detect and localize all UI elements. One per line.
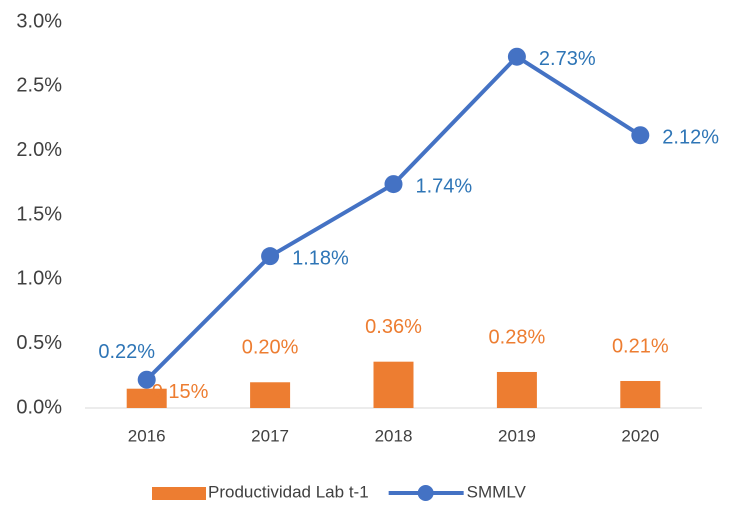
data-label: 0.28%: [489, 326, 546, 348]
legend-label: SMMLV: [467, 482, 527, 501]
marker: [261, 247, 280, 266]
x-tick-label: 2020: [621, 426, 659, 445]
data-label: 2.12%: [662, 127, 719, 149]
legend-label: Productividad Lab t-1: [208, 482, 369, 501]
data-label: 0.20%: [242, 337, 299, 359]
legend-swatch: [152, 487, 206, 500]
x-tick-label: 2019: [498, 426, 536, 445]
marker: [507, 47, 526, 66]
data-label: 1.74%: [416, 175, 473, 197]
x-tick-label: 2016: [128, 426, 166, 445]
y-tick-label: 1.5%: [16, 203, 62, 225]
y-tick-label: 2.0%: [16, 139, 62, 161]
y-tick-label: 0.0%: [16, 396, 62, 418]
marker: [384, 175, 403, 194]
data-label: 0.36%: [365, 316, 422, 338]
data-label: 0.21%: [612, 335, 669, 357]
legend-marker: [417, 485, 434, 501]
bar: [250, 382, 291, 408]
bar: [496, 371, 537, 408]
bar: [620, 380, 661, 408]
y-tick-label: 1.0%: [16, 268, 62, 290]
marker: [137, 370, 156, 389]
bar: [126, 388, 167, 408]
data-label: 1.18%: [292, 247, 349, 269]
x-tick-label: 2017: [251, 426, 289, 445]
data-label: 0.15%: [152, 381, 209, 403]
x-tick-label: 2018: [375, 426, 413, 445]
data-label: 2.73%: [539, 48, 596, 70]
y-tick-label: 0.5%: [16, 332, 62, 354]
y-tick-label: 2.5%: [16, 75, 62, 97]
bar: [373, 361, 414, 408]
data-label: 0.22%: [98, 341, 155, 363]
marker: [631, 126, 650, 145]
y-tick-label: 3.0%: [16, 10, 62, 32]
